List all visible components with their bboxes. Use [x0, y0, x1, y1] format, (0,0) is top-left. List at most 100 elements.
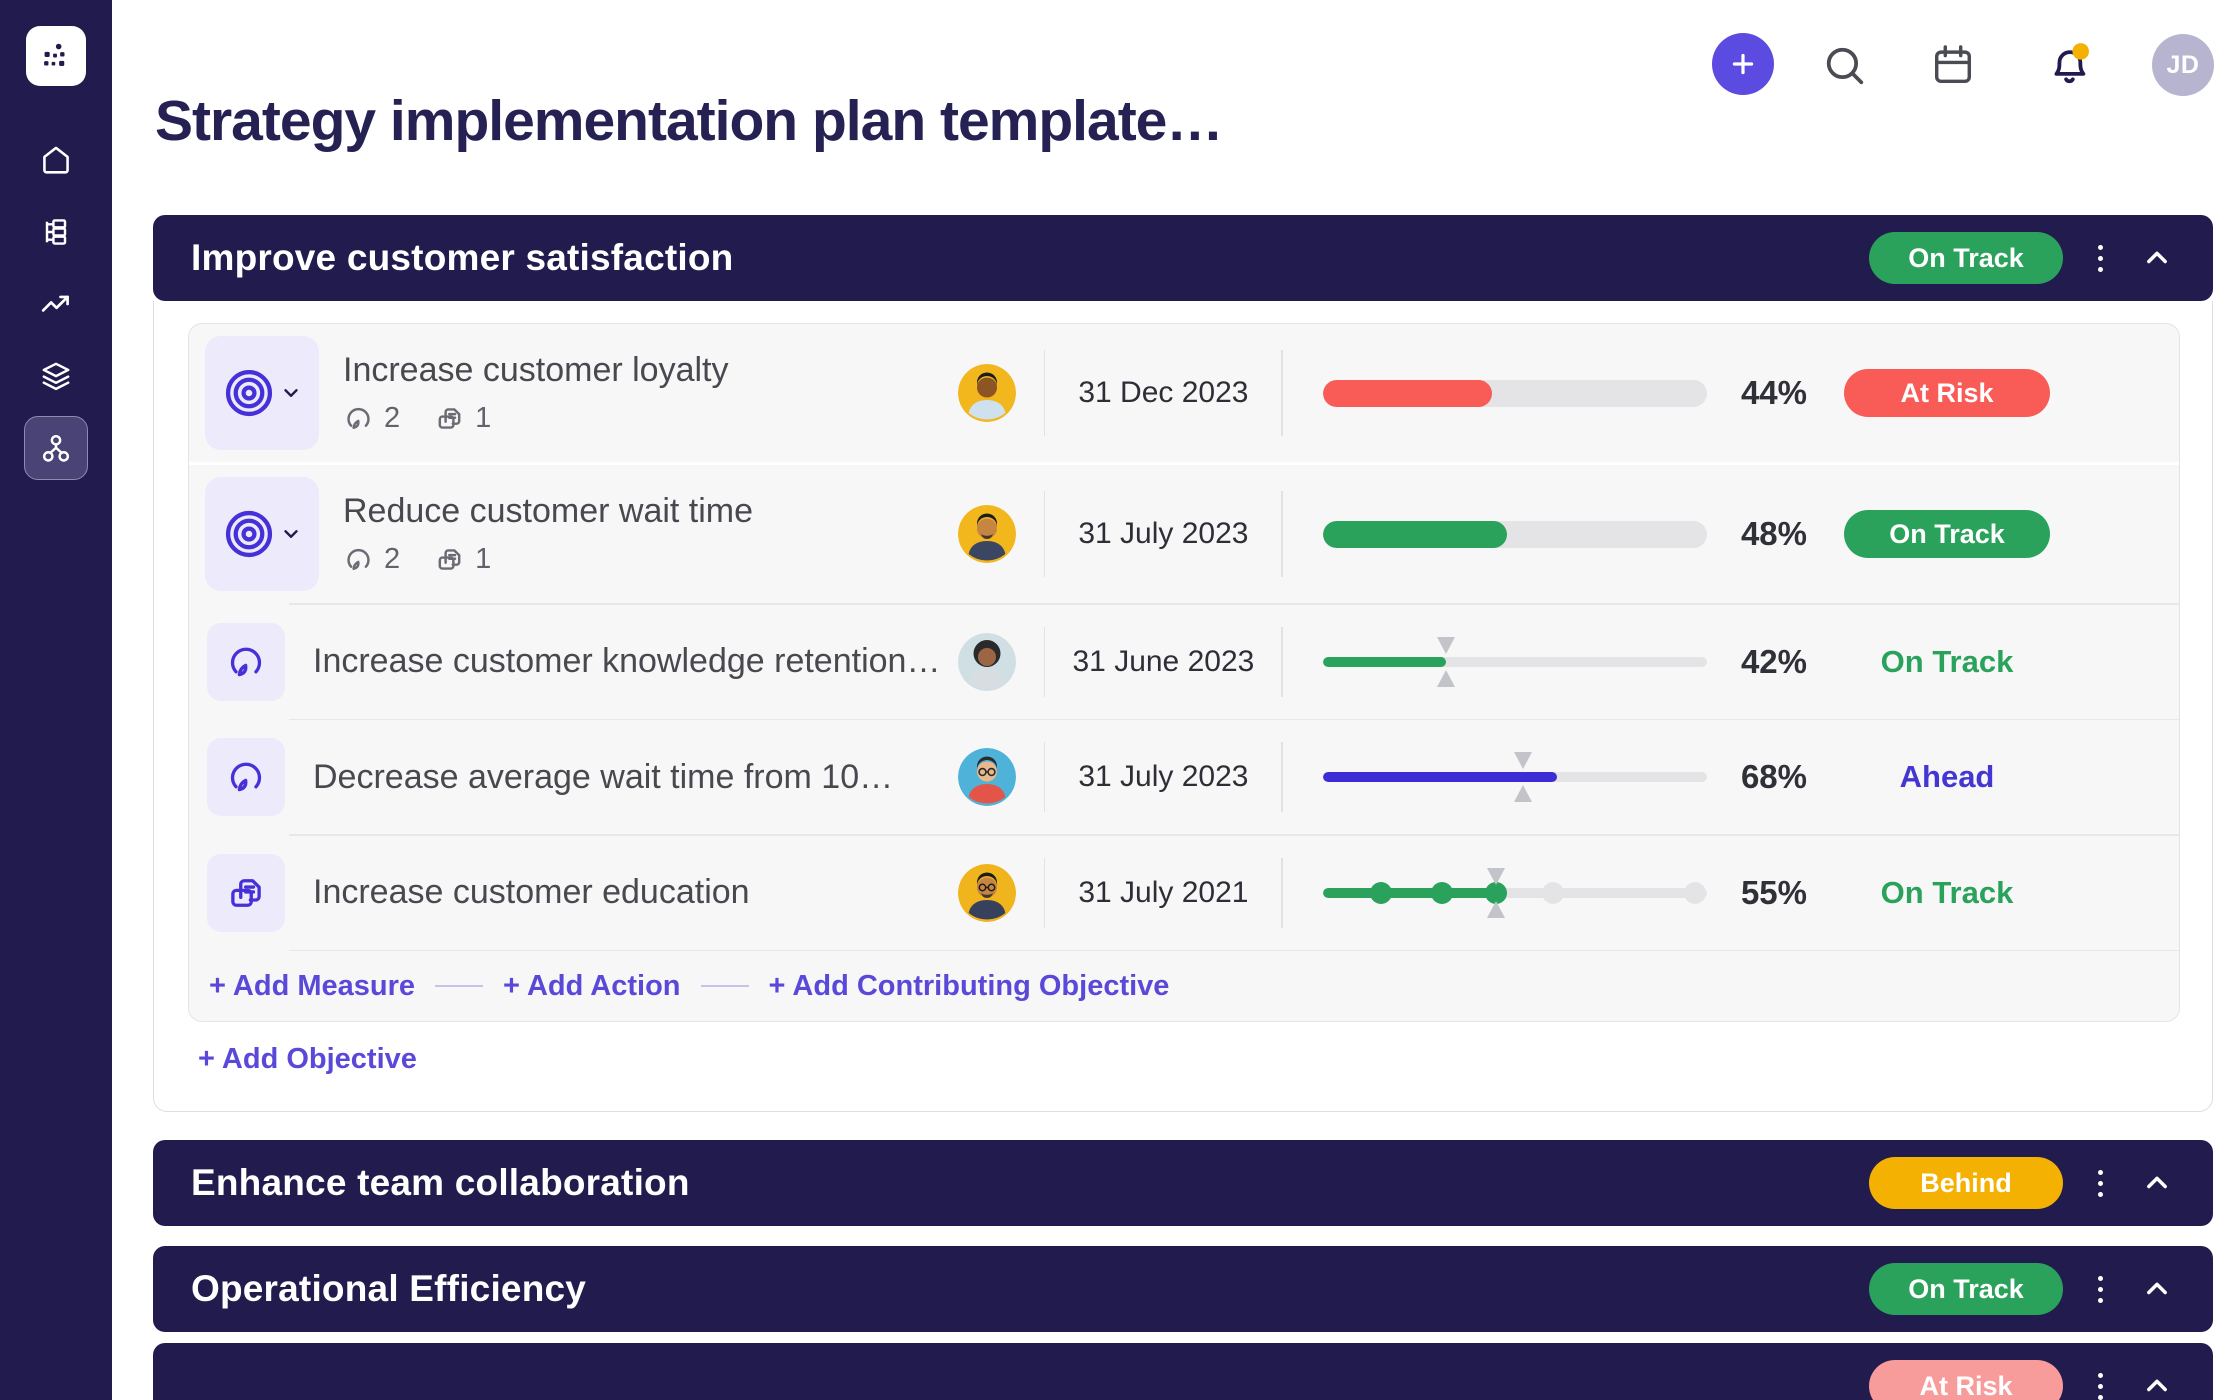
measure-row[interactable]: Decrease average wait time from 10… 31 J…	[189, 720, 2179, 834]
section-header-clipped[interactable]: At Risk	[153, 1343, 2213, 1400]
due-date: 31 Dec 2023	[1078, 376, 1249, 409]
progress-bar[interactable]	[1323, 520, 1707, 548]
objective-list: Increase customer loyalty 2 1	[188, 323, 2180, 1023]
sidebar-item-home[interactable]	[24, 128, 88, 192]
progress-percent: 48%	[1740, 515, 1807, 552]
measure-type-tile[interactable]	[207, 622, 285, 701]
milestone-dot-pending[interactable]	[1542, 881, 1565, 904]
sidebar-item-plans[interactable]	[24, 200, 88, 264]
section-header-operational-efficiency[interactable]: Operational Efficiency On Track	[153, 1246, 2213, 1332]
due-date: 31 July 2023	[1078, 760, 1249, 794]
status-badge[interactable]: At Risk	[1844, 369, 2050, 417]
section-title: Improve customer satisfaction	[191, 237, 734, 278]
measure-type-tile[interactable]	[207, 738, 285, 817]
sidebar-item-strategy-map[interactable]	[24, 416, 88, 480]
due-date: 31 July 2023	[1078, 517, 1249, 550]
sidebar-item-insights[interactable]	[24, 272, 88, 336]
action-row[interactable]: Increase customer education 31 July 2021	[189, 836, 2179, 950]
objective-type-tile[interactable]	[205, 336, 319, 450]
milestone-progress-bar[interactable]	[1323, 867, 1707, 918]
objective-type-tile[interactable]	[205, 477, 319, 591]
search-button[interactable]	[1821, 42, 1869, 90]
kebab-menu-icon[interactable]	[2093, 1364, 2107, 1400]
measure-count[interactable]: 2	[343, 402, 400, 435]
kebab-menu-icon[interactable]	[2093, 236, 2107, 280]
owner-avatar[interactable]	[957, 632, 1016, 691]
plus-icon	[1728, 49, 1758, 79]
measure-count[interactable]: 2	[343, 543, 400, 576]
add-contributing-objective-link[interactable]: + Add Contributing Objective	[768, 969, 1170, 1002]
section-header-enhance-team-collaboration[interactable]: Enhance team collaboration Behind	[153, 1140, 2213, 1226]
org-tree-icon	[38, 214, 74, 250]
status-badge[interactable]: On Track	[1844, 510, 2050, 558]
milestone-dot-pending[interactable]	[1684, 881, 1707, 904]
measure-title[interactable]: Increase customer knowledge retention…	[313, 642, 941, 681]
kebab-menu-icon[interactable]	[2093, 1161, 2107, 1205]
docs-icon	[225, 872, 267, 914]
gauge-icon	[343, 403, 374, 434]
docs-icon	[434, 544, 465, 575]
section-title: Enhance team collaboration	[191, 1162, 690, 1203]
action-title[interactable]: Increase customer education	[313, 873, 750, 912]
milestone-dot-done[interactable]	[1431, 881, 1454, 904]
measure-title[interactable]: Decrease average wait time from 10…	[313, 757, 894, 796]
calendar-icon	[1929, 41, 1977, 89]
create-button[interactable]	[1712, 33, 1774, 95]
add-objective-link[interactable]: + Add Objective	[198, 1043, 417, 1075]
progress-bar[interactable]	[1323, 752, 1707, 803]
action-type-tile[interactable]	[207, 853, 285, 932]
due-date: 31 June 2023	[1072, 644, 1255, 678]
add-action-link[interactable]: + Add Action	[503, 969, 681, 1002]
expected-progress-marker[interactable]	[1486, 867, 1505, 918]
status-badge[interactable]: On Track	[1869, 232, 2063, 284]
gauge-icon	[343, 544, 374, 575]
owner-avatar[interactable]	[957, 748, 1016, 807]
objective-row[interactable]: Increase customer loyalty 2 1	[189, 324, 2179, 462]
chevron-down-icon[interactable]	[280, 382, 302, 404]
kebab-menu-icon[interactable]	[2093, 1267, 2107, 1311]
objective-title[interactable]: Reduce customer wait time	[343, 492, 754, 530]
milestone-dot-done[interactable]	[1369, 881, 1392, 904]
progress-percent: 68%	[1740, 758, 1807, 796]
status-badge[interactable]: At Risk	[1869, 1360, 2063, 1400]
expected-progress-marker[interactable]	[1436, 636, 1455, 687]
bell-icon	[2042, 36, 2096, 92]
progress-bar[interactable]	[1323, 636, 1707, 687]
section-card: Increase customer loyalty 2 1	[153, 301, 2213, 1112]
owner-avatar[interactable]	[957, 364, 1016, 422]
status-badge[interactable]: On Track	[1869, 1263, 2063, 1315]
owner-avatar[interactable]	[957, 505, 1016, 563]
section-header-improve-customer-satisfaction[interactable]: Improve customer satisfaction On Track	[153, 215, 2213, 301]
network-icon	[38, 430, 74, 466]
collapse-chevron-up-icon[interactable]	[2143, 1275, 2171, 1303]
action-count[interactable]: 1	[434, 402, 491, 435]
notifications-button[interactable]	[2042, 36, 2096, 92]
expected-progress-marker[interactable]	[1513, 752, 1532, 803]
status-badge[interactable]: Behind	[1869, 1157, 2063, 1209]
collapse-chevron-up-icon[interactable]	[2143, 1169, 2171, 1197]
sidebar-item-layers[interactable]	[24, 344, 88, 408]
action-count[interactable]: 1	[434, 543, 491, 576]
due-date: 31 July 2021	[1078, 875, 1249, 909]
add-measure-link[interactable]: + Add Measure	[209, 969, 416, 1002]
user-avatar[interactable]: JD	[2152, 34, 2214, 96]
search-icon	[1821, 42, 1869, 90]
progress-bar[interactable]	[1323, 379, 1707, 407]
milestone-dot-done[interactable]	[1484, 881, 1507, 904]
objective-title[interactable]: Increase customer loyalty	[343, 351, 729, 389]
add-links-row: + Add Measure + Add Action + Add Contrib…	[189, 951, 2179, 1022]
home-icon	[38, 142, 74, 178]
collapse-chevron-up-icon[interactable]	[2143, 244, 2171, 272]
measure-row[interactable]: Increase customer knowledge retention… 3…	[189, 605, 2179, 719]
progress-percent: 44%	[1740, 374, 1807, 411]
collapse-chevron-up-icon[interactable]	[2143, 1372, 2171, 1400]
calendar-button[interactable]	[1929, 41, 1977, 89]
objective-row[interactable]: Reduce customer wait time 2 1	[189, 465, 2179, 603]
status-text: On Track	[1880, 874, 2014, 910]
app-logo[interactable]	[26, 26, 86, 86]
chevron-down-icon[interactable]	[280, 523, 302, 545]
owner-avatar[interactable]	[957, 863, 1016, 922]
sidebar-nav	[0, 128, 112, 480]
status-text: Ahead	[1899, 759, 1995, 795]
